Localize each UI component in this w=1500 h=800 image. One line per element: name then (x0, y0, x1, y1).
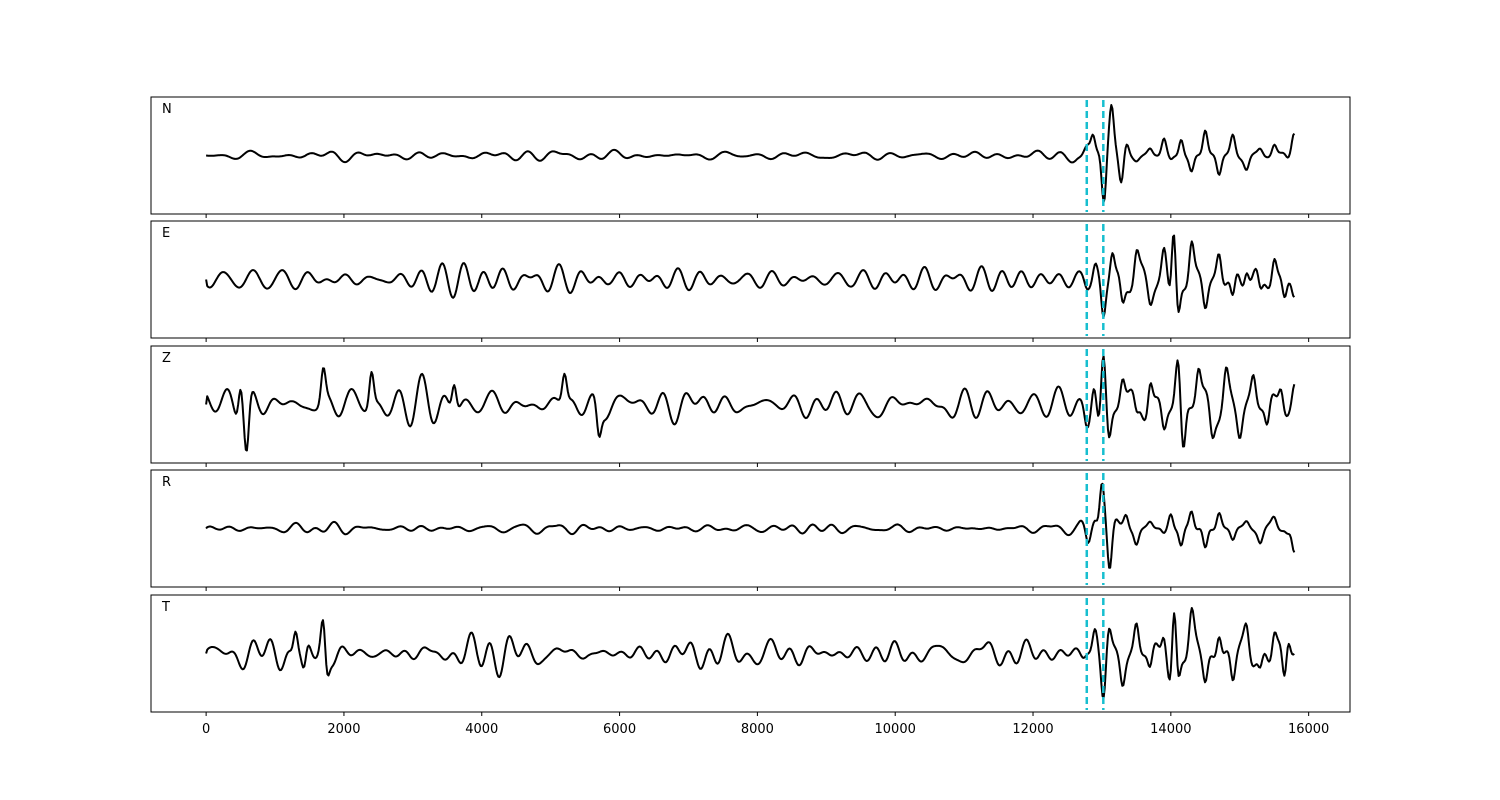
x-tick-label: 14000 (1150, 722, 1191, 737)
waveform-trace-t (205, 607, 1295, 700)
panel-frame (150, 469, 1351, 588)
waveform-trace-r (205, 482, 1296, 569)
panel-label-n: N (162, 102, 172, 117)
x-tick-label: 4000 (465, 722, 498, 737)
panel-label-t: T (161, 600, 170, 615)
panel-n: N (150, 96, 1351, 218)
waveform-trace-e (205, 234, 1296, 319)
panel-r: R (150, 469, 1351, 591)
panel-frame (150, 96, 1351, 215)
panel-frame (150, 345, 1351, 464)
x-tick-label: 0 (202, 722, 210, 737)
panels-group: N E Z R T (150, 96, 1351, 716)
x-tick-label: 2000 (327, 722, 360, 737)
x-axis: 0 2000 4000 6000 8000 10000 12000 14000 16000 (202, 722, 1329, 737)
panel-label-r: R (162, 475, 171, 490)
panel-e: E (150, 220, 1351, 342)
x-tick-label: 16000 (1288, 722, 1329, 737)
x-tick-label: 6000 (603, 722, 636, 737)
x-tick-label: 12000 (1012, 722, 1053, 737)
x-tick-label: 10000 (875, 722, 916, 737)
waveform-trace-n (206, 104, 1296, 204)
panel-frame (150, 220, 1351, 339)
waveform-trace-z (205, 355, 1296, 452)
panel-label-e: E (162, 226, 170, 241)
panel-t: T (150, 594, 1351, 716)
panel-label-z: Z (162, 351, 171, 366)
panel-z: Z (150, 345, 1351, 467)
panel-frame (150, 594, 1351, 713)
x-tick-label: 8000 (741, 722, 774, 737)
